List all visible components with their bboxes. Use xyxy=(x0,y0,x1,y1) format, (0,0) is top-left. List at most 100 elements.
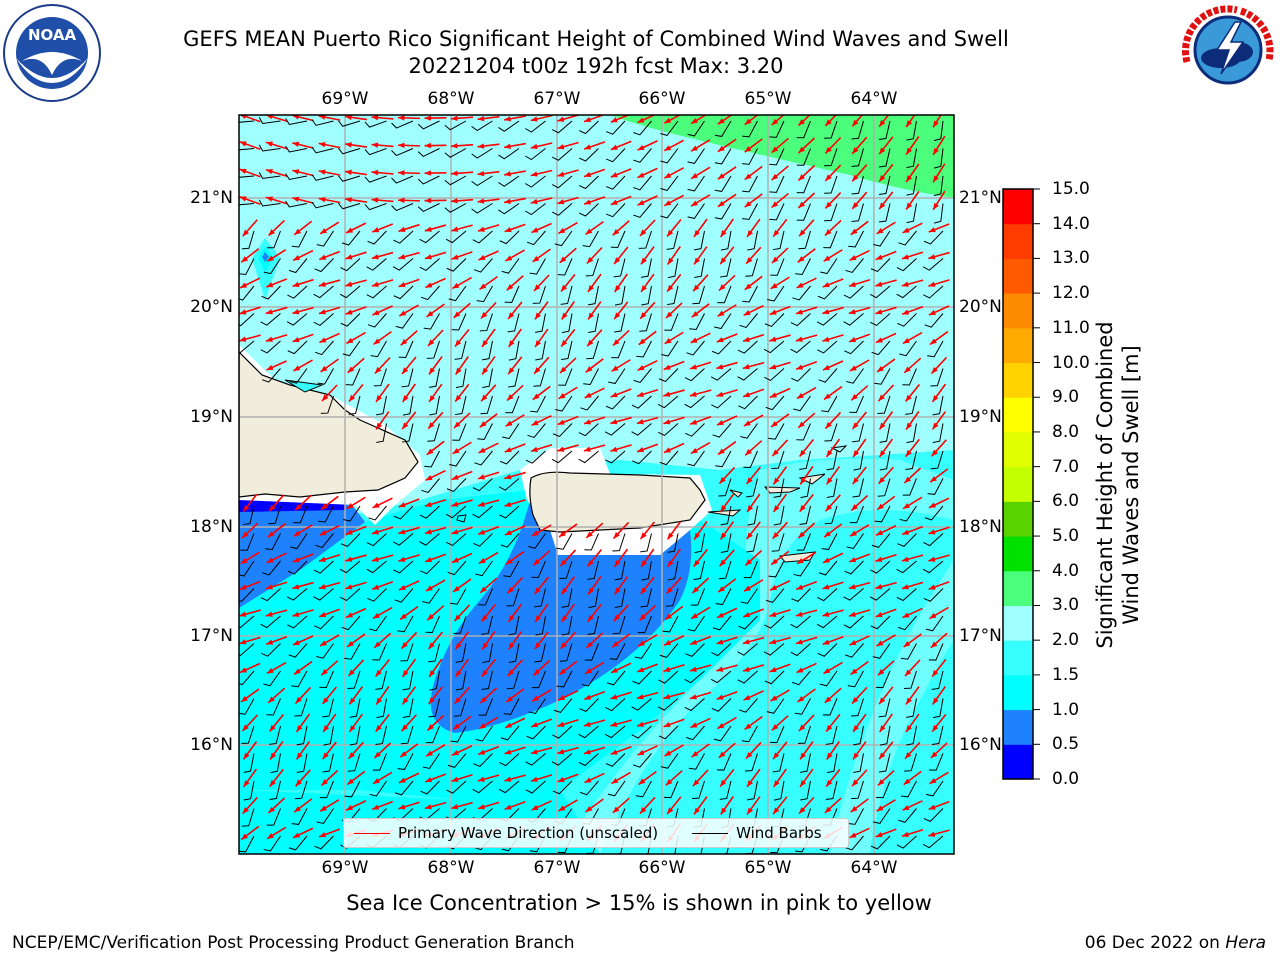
wind-barb xyxy=(764,313,785,328)
wave-direction-arrowhead xyxy=(345,612,353,618)
wind-barb xyxy=(239,340,255,354)
wind-barb xyxy=(559,643,573,662)
wind-barb xyxy=(587,560,599,580)
wave-direction-arrowhead xyxy=(584,694,592,700)
wave-direction-arrowhead xyxy=(585,228,593,235)
wind-barb xyxy=(448,285,467,302)
wave-direction-arrowhead xyxy=(769,392,777,398)
wave-direction-arrowhead xyxy=(797,558,805,564)
wind-barb xyxy=(870,615,891,630)
wave-direction-arrowhead xyxy=(771,558,779,565)
wind-barb xyxy=(424,450,440,468)
wind-barb xyxy=(817,340,838,354)
wind-barb xyxy=(507,368,520,388)
wind-barb xyxy=(816,313,838,326)
wave-direction-arrowhead xyxy=(614,560,621,567)
wind-barb xyxy=(401,368,414,388)
wind-barb xyxy=(450,588,467,605)
wave-direction-arrowhead xyxy=(535,615,542,623)
wind-barb xyxy=(878,698,891,718)
wave-direction-arrowhead xyxy=(319,640,327,646)
wave-direction-arrowhead xyxy=(425,556,433,563)
wind-barb xyxy=(447,753,467,768)
wind-barb xyxy=(870,560,891,574)
colorbar-swatch xyxy=(1003,501,1033,537)
wave-direction-arrowhead xyxy=(239,336,247,342)
wind-barb xyxy=(444,203,467,213)
wind-barb xyxy=(554,230,573,247)
wave-direction-arrowhead xyxy=(717,722,725,729)
wave-direction-arrowhead xyxy=(933,147,939,155)
wave-direction-arrowhead xyxy=(718,586,726,593)
wind-barb xyxy=(241,230,255,250)
wind-barb xyxy=(393,560,414,574)
wind-barb xyxy=(533,368,546,387)
wave-direction-arrowhead xyxy=(318,309,326,315)
wind-barb xyxy=(529,258,546,275)
wind-barb xyxy=(605,698,626,712)
wave-direction-arrowhead xyxy=(319,530,327,536)
wind-barb xyxy=(633,120,652,136)
wave-direction-arrowhead xyxy=(558,695,566,701)
wind-barb xyxy=(900,780,917,798)
wave-direction-arrowhead xyxy=(265,336,273,342)
wind-barb xyxy=(764,670,785,685)
wind-barb xyxy=(319,780,334,799)
wave-direction-arrowhead xyxy=(451,804,459,810)
wave-direction-arrowhead xyxy=(848,584,856,590)
wave-direction-arrowhead xyxy=(372,227,380,233)
wind-barb xyxy=(742,120,758,138)
wind-barb xyxy=(687,120,705,137)
wave-direction-arrowhead xyxy=(292,584,300,590)
wave-direction-arrowhead xyxy=(376,697,383,705)
wind-barb xyxy=(446,780,467,794)
wave-direction-arrowhead xyxy=(243,504,250,512)
wind-barb xyxy=(664,313,679,331)
wind-barb xyxy=(556,670,573,688)
wave-direction-arrowhead xyxy=(239,667,247,673)
wind-barb xyxy=(898,808,917,823)
wave-direction-arrowhead xyxy=(772,449,779,457)
wave-direction-arrowhead xyxy=(719,476,726,484)
wave-direction-arrowhead xyxy=(693,559,700,567)
lon-label-top: 67°W xyxy=(533,89,581,109)
wave-direction-arrowhead xyxy=(424,170,431,176)
wind-barb xyxy=(821,395,838,413)
wind-barb xyxy=(260,313,281,326)
wave-direction-arrowhead xyxy=(906,422,913,430)
wave-direction-arrowhead xyxy=(745,559,753,566)
wind-barb xyxy=(239,313,255,327)
wave-direction-arrowhead xyxy=(504,447,512,453)
wave-direction-arrowhead xyxy=(455,394,462,402)
wave-direction-arrowhead xyxy=(610,172,618,178)
colorbar-swatch xyxy=(1003,640,1033,676)
wind-barb xyxy=(933,203,944,224)
wind-barb xyxy=(535,313,546,333)
wind-barb xyxy=(849,395,864,414)
wind-barb xyxy=(714,120,732,137)
wind-barb xyxy=(580,780,599,796)
wave-direction-arrowhead xyxy=(720,230,727,238)
wave-direction-arrowhead xyxy=(691,613,699,619)
wind-barb xyxy=(343,505,361,522)
wave-direction-arrowhead xyxy=(508,642,515,650)
wind-barb xyxy=(713,725,732,742)
wind-barb xyxy=(738,395,758,410)
wave-direction-arrowhead xyxy=(771,118,779,126)
wave-direction-arrowhead xyxy=(585,366,593,373)
wave-direction-arrowhead xyxy=(826,752,833,760)
wave-direction-arrowhead xyxy=(852,696,859,704)
wind-barb xyxy=(391,175,414,184)
wave-direction-arrowhead xyxy=(612,641,620,648)
wind-barb xyxy=(846,368,864,384)
wave-direction-arrowhead xyxy=(745,448,752,456)
wind-barb xyxy=(852,423,864,443)
wave-direction-arrowhead xyxy=(663,447,671,453)
wind-barb xyxy=(345,368,361,386)
wind-barb xyxy=(661,340,679,357)
wind-barb xyxy=(315,533,334,549)
wave-direction-arrowhead xyxy=(826,724,833,732)
wave-direction-arrowhead xyxy=(638,640,646,647)
wave-direction-arrowhead xyxy=(850,228,858,235)
wind-barb xyxy=(446,478,467,493)
